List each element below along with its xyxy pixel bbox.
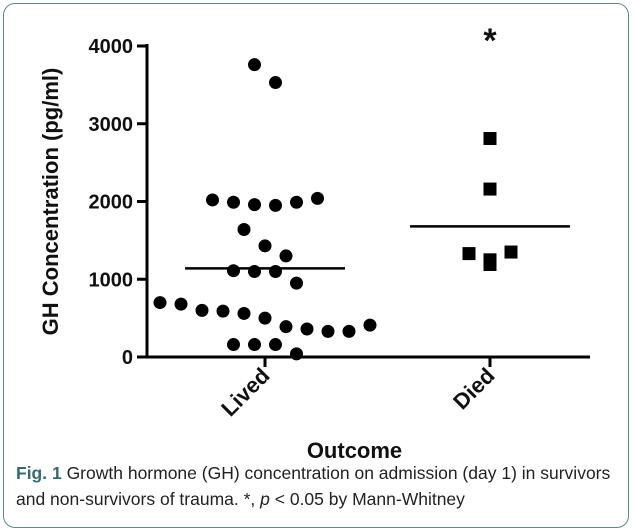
caption-label: Fig. 1 <box>16 463 62 483</box>
point-lived <box>279 249 293 263</box>
y-tick-label: 4000 <box>89 36 134 58</box>
caption-text-2: < 0.05 by Mann-Whitney <box>269 489 465 509</box>
point-lived <box>248 338 261 352</box>
point-lived <box>206 193 219 207</box>
point-lived <box>153 296 167 310</box>
x-tick-label: Lived <box>216 363 274 421</box>
point-lived <box>363 318 377 332</box>
point-lived <box>248 58 261 72</box>
point-lived <box>279 320 293 334</box>
point-lived <box>258 239 272 253</box>
point-died <box>483 182 497 196</box>
y-tick-label: 3000 <box>89 114 134 136</box>
point-lived <box>269 198 282 212</box>
point-lived <box>227 195 240 209</box>
point-lived <box>342 324 356 338</box>
y-axis-title: GH Concentration (pg/ml) <box>38 68 63 336</box>
point-lived <box>248 264 261 278</box>
point-lived <box>195 303 209 317</box>
point-died <box>462 247 476 261</box>
point-lived <box>248 198 261 212</box>
point-lived <box>269 338 282 352</box>
point-died <box>483 253 497 267</box>
point-died <box>504 245 518 259</box>
point-lived <box>269 264 282 278</box>
y-tick-label: 1000 <box>89 269 134 291</box>
y-tick-label: 0 <box>122 347 133 369</box>
chart: 0 1000 2000 3000 4000 Lived Died GH Concentrati… <box>38 22 590 460</box>
point-died <box>483 132 497 146</box>
point-lived <box>300 322 314 336</box>
point-lived <box>321 324 335 338</box>
significance-star: * <box>483 22 497 60</box>
point-lived <box>290 276 303 290</box>
x-tick-label: Died <box>448 363 499 414</box>
point-lived <box>174 297 188 311</box>
caption-p-symbol: p <box>260 489 270 509</box>
point-lived <box>311 191 324 205</box>
point-lived <box>258 311 272 325</box>
figure-caption: Fig. 1 Growth hormone (GH) concentration… <box>16 460 616 512</box>
data-points: * <box>153 22 570 361</box>
point-lived <box>227 264 240 278</box>
point-lived <box>290 195 303 209</box>
point-lived <box>269 76 282 90</box>
x-axis-title: Outcome <box>307 438 402 460</box>
point-lived <box>237 222 251 236</box>
point-lived <box>290 347 303 361</box>
y-tick-label: 2000 <box>89 192 134 214</box>
point-lived <box>216 304 230 318</box>
point-lived <box>237 306 251 320</box>
point-lived <box>227 338 240 352</box>
figure-frame <box>3 3 629 528</box>
caption-text-1: Growth hormone (GH) concentration on adm… <box>16 463 611 509</box>
